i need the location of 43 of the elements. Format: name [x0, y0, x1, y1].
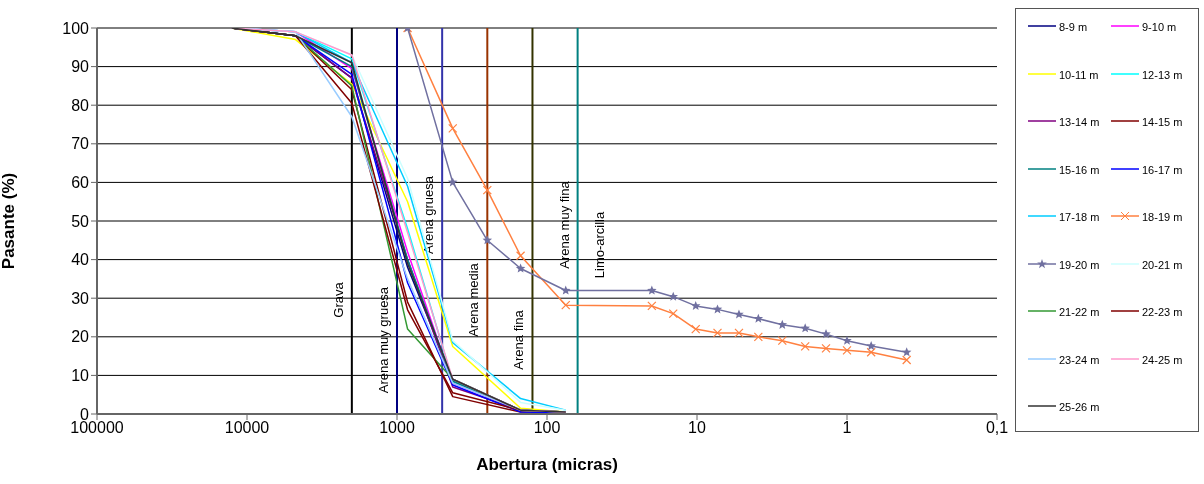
ref-line-label: Arena muy fina	[556, 180, 572, 269]
y-axis-title: Pasante (%)	[0, 172, 19, 270]
legend-label: 15-16 m	[1059, 163, 1100, 176]
legend-label: 18-19 m	[1142, 211, 1183, 223]
x-tick-label: 100	[533, 419, 561, 437]
y-tick-label: 100	[62, 19, 90, 37]
y-tick-label: 40	[71, 251, 90, 269]
legend-label: 20-21 m	[1142, 258, 1183, 271]
y-tick-label: 30	[71, 289, 90, 307]
ref-line-label: Arena media	[466, 262, 482, 337]
legend-label: 14-15 m	[1142, 116, 1183, 128]
annotation: Limo-arcilla	[591, 210, 608, 281]
y-tick-label: 50	[71, 212, 90, 230]
legend-label: 24-25 m	[1142, 353, 1183, 366]
ref-line-label: Grava	[330, 281, 346, 318]
legend-label: 19-20 m	[1059, 258, 1100, 271]
x-tick-label: 0,1	[985, 419, 1009, 437]
x-axis-title: Abertura (micras)	[476, 455, 618, 474]
legend-label: 13-14 m	[1059, 116, 1100, 128]
legend-label: 8-9 m	[1059, 21, 1088, 33]
legend-label: 25-26 m	[1059, 401, 1100, 413]
legend-label: 12-13 m	[1142, 68, 1183, 81]
y-tick-label: 70	[71, 135, 90, 153]
legend-label: 16-17 m	[1142, 163, 1183, 176]
x-tick-label: 1000	[379, 419, 415, 437]
x-tick-label: 10000	[224, 419, 270, 437]
x-tick-label: 1	[842, 419, 852, 437]
legend-label: 21-22 m	[1059, 306, 1100, 318]
legend-label: 17-18 m	[1059, 211, 1100, 223]
legend-label: 22-23 m	[1142, 306, 1183, 318]
legend-label: 10-11 m	[1059, 68, 1099, 81]
y-tick-label: 10	[71, 367, 90, 385]
y-tick-label: 20	[71, 328, 90, 346]
y-tick-label: 80	[71, 96, 90, 114]
legend-label: 23-24 m	[1059, 353, 1100, 366]
ref-line-label: Arena fina	[511, 309, 527, 370]
x-tick-label: 10	[688, 419, 706, 437]
ref-line-label: Arena gruesa	[421, 175, 437, 255]
y-tick-label: 60	[71, 174, 90, 192]
legend-label: 9-10 m	[1142, 21, 1177, 33]
x-tick-label: 100000	[70, 419, 124, 437]
ref-line-label: Arena muy gruesa	[376, 286, 391, 394]
y-tick-label: 90	[71, 58, 90, 76]
